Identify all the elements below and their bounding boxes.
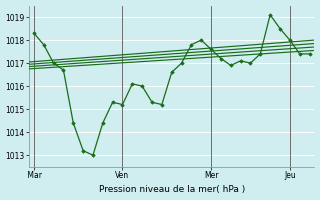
X-axis label: Pression niveau de la mer( hPa ): Pression niveau de la mer( hPa ) — [99, 185, 245, 194]
